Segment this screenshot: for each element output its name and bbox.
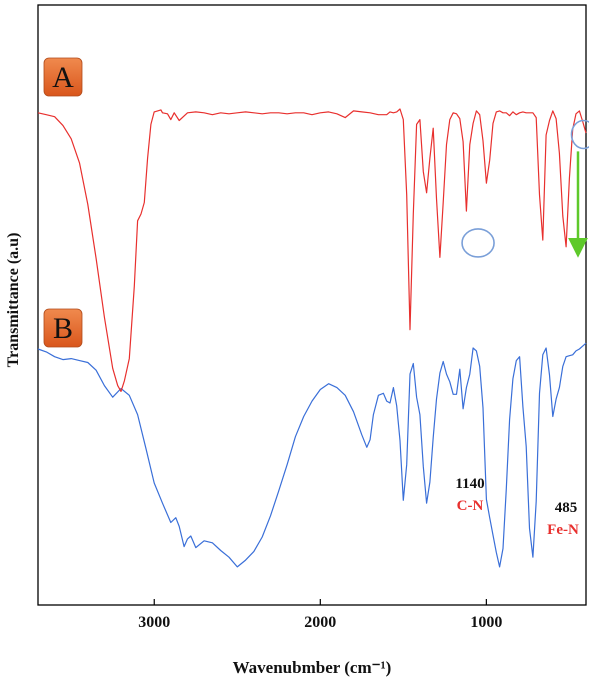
fen-peak-circle bbox=[570, 119, 589, 150]
x-tick-label-2000: 2000 bbox=[304, 614, 336, 631]
panel-badge-a: A bbox=[43, 57, 83, 97]
cn-bond-label: C-N bbox=[457, 498, 484, 514]
series-line-b bbox=[37, 108, 587, 392]
cn-value-label: 1140 bbox=[455, 476, 484, 492]
fen-bond-label: Fe-N bbox=[547, 522, 579, 538]
plot-frame bbox=[37, 4, 587, 606]
y-axis-title: Transmittance (a.u) bbox=[5, 233, 22, 368]
x-axis-ticks: 3000 2000 1000 bbox=[138, 599, 502, 631]
fen-value-label: 485 bbox=[555, 500, 578, 516]
x-tick-label-1000: 1000 bbox=[470, 614, 502, 631]
panel-label-b: B bbox=[53, 312, 73, 345]
x-tick-label-3000: 3000 bbox=[138, 614, 170, 631]
panel-label-a: A bbox=[52, 61, 74, 94]
cn-peak-circle bbox=[461, 228, 495, 258]
series-layer bbox=[37, 108, 587, 568]
series-line-a bbox=[37, 342, 587, 568]
panel-badge-b: B bbox=[43, 308, 83, 348]
x-axis-title: Wavenubmber (cm⁻¹) bbox=[233, 658, 392, 677]
